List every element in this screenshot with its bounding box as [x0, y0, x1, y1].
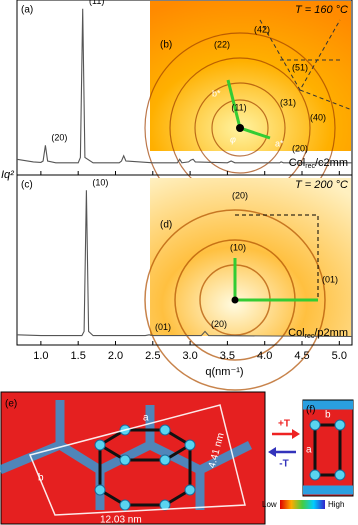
- axis-b: b*: [212, 88, 221, 98]
- reflection-label: (42): [254, 24, 270, 34]
- phase-part: Col: [288, 327, 305, 339]
- reflection-label: (10): [230, 242, 246, 252]
- peak-label: (10): [92, 178, 108, 188]
- plot-frame: [16, 174, 353, 346]
- peak-label: (20): [51, 133, 67, 143]
- axis-a: a*: [275, 138, 284, 148]
- angle: φ: [230, 134, 236, 144]
- peak-label: (01): [155, 322, 171, 332]
- reflection-label: (51): [292, 62, 308, 72]
- data-line: [16, 8, 352, 164]
- panel-label: (c): [21, 180, 33, 191]
- reflection-label: (31): [280, 97, 296, 107]
- inset-b: [144, 1, 353, 224]
- x-tick-label: 2.0: [108, 350, 123, 362]
- x-tick-label: 1.0: [33, 350, 48, 362]
- phase-part: rec: [305, 333, 315, 340]
- x-tick-label: 5.0: [332, 350, 347, 362]
- reflection-label: (20): [232, 190, 248, 200]
- panel-label: (a): [21, 5, 33, 16]
- phase-label: Colrec/c2mm: [289, 157, 348, 170]
- panel-label: (b): [160, 40, 172, 51]
- x-tick-label: 4.0: [257, 350, 272, 362]
- x-tick-label: 2.5: [145, 350, 160, 362]
- phase-part: /c2mm: [315, 157, 348, 169]
- temperature: T = 160 °C: [295, 4, 348, 16]
- phase-part: Col: [289, 157, 306, 169]
- lattice-b: b: [325, 410, 331, 421]
- x-tick-label: 3.0: [182, 350, 197, 362]
- reflection-label: (40): [310, 112, 326, 122]
- x-tick-label: 3.5: [220, 350, 235, 362]
- heat-label: +T: [278, 419, 290, 430]
- lattice-b: b: [38, 473, 44, 484]
- phase-label: Colrec/p2mm: [288, 327, 348, 340]
- phase-part: rec: [305, 163, 315, 170]
- x-tick-label: 1.5: [71, 350, 86, 362]
- colorbar-high: High: [328, 500, 344, 509]
- peak-label: (11): [89, 0, 104, 6]
- dimension: 12.03 nm: [100, 515, 142, 525]
- phase-part: /p2mm: [314, 327, 348, 339]
- reflection-label: (01): [322, 274, 338, 284]
- colorbar: [280, 500, 325, 509]
- temperature: T = 200 °C: [295, 179, 348, 191]
- panel-label: (d): [160, 220, 172, 231]
- panel-label: (e): [5, 399, 17, 410]
- x-axis-label: q(nm⁻¹): [205, 366, 243, 378]
- reflection-label: (22): [214, 39, 230, 49]
- panel-label: (f): [306, 405, 315, 416]
- cool-label: -T: [279, 459, 288, 470]
- y-axis-label: Iq²: [1, 169, 14, 181]
- peak-label: (20): [211, 319, 227, 329]
- reflection-label: (20): [292, 143, 308, 153]
- lattice-a: a: [306, 445, 312, 456]
- lattice-a: a: [143, 413, 149, 424]
- data-line: [16, 190, 353, 338]
- panel-e-map: [0, 391, 266, 525]
- x-tick-label: 4.5: [294, 350, 309, 362]
- colorbar-low: Low: [262, 500, 277, 509]
- panel-f-map: [302, 399, 354, 497]
- reflection-label: (11): [231, 102, 246, 112]
- inset-d: [144, 178, 351, 391]
